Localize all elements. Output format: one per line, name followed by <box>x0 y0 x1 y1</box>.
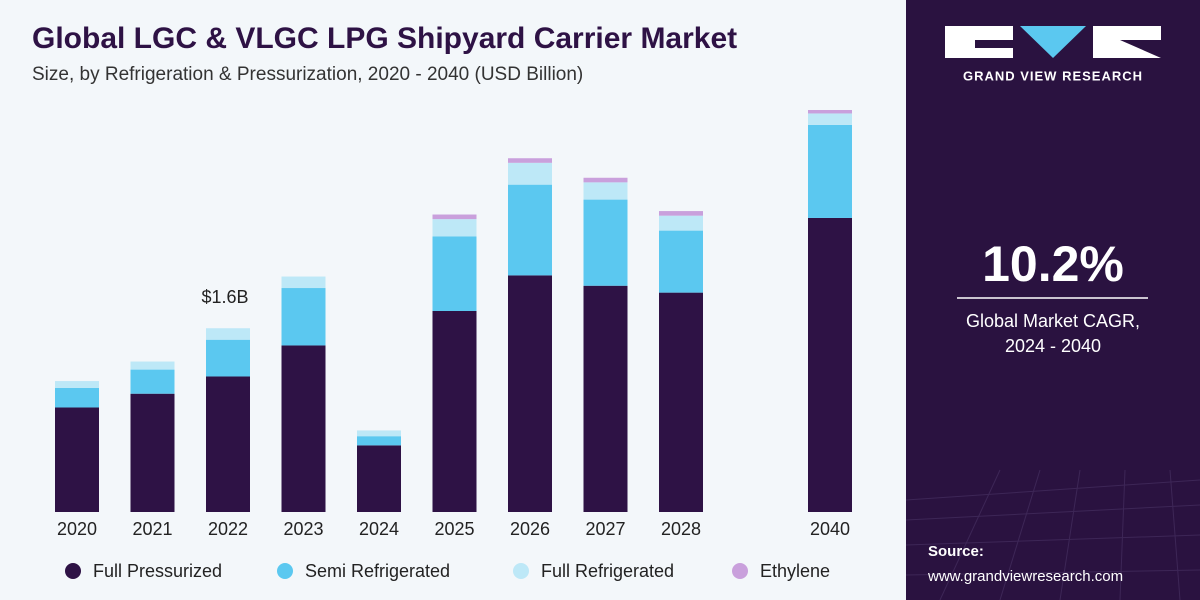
bar-segment <box>432 214 477 220</box>
bar-segment <box>130 393 175 512</box>
bar-segment <box>808 110 852 114</box>
bar-segment <box>206 328 250 340</box>
bar-segment <box>659 211 703 216</box>
legend-label: Semi Refrigerated <box>305 561 450 581</box>
x-tick-label: 2021 <box>132 519 172 539</box>
x-tick-label: 2020 <box>57 519 97 539</box>
bar-segment <box>508 158 552 163</box>
bar-segment <box>357 445 401 512</box>
bar-segment <box>808 124 852 218</box>
logo <box>945 26 1161 58</box>
bar-segment <box>432 219 477 237</box>
total-label: $1.6B <box>201 287 248 307</box>
bar-segment <box>130 361 175 370</box>
legend-marker <box>513 563 529 579</box>
source-title: Source: <box>928 543 984 560</box>
bar-segment <box>508 275 552 512</box>
bar-segment <box>583 199 628 286</box>
x-tick-label: 2025 <box>434 519 474 539</box>
brand: GRAND VIEW RESEARCH <box>963 68 1143 83</box>
bar-segment <box>130 369 175 394</box>
x-tick-label: 2024 <box>359 519 399 539</box>
bar-segment <box>281 288 326 346</box>
legend-marker <box>65 563 81 579</box>
bar-segment <box>659 292 703 512</box>
cagr-text: Global Market CAGR, <box>966 311 1140 331</box>
bar-segment <box>583 285 628 512</box>
cagr-text: 2024 - 2040 <box>1005 336 1101 356</box>
bar-segment <box>281 345 326 512</box>
bar-segment <box>206 339 250 377</box>
bar-segment <box>808 217 852 513</box>
legend-marker <box>732 563 748 579</box>
side-panel <box>906 0 1200 600</box>
panel-grid <box>905 469 1200 600</box>
x-tick-label: 2040 <box>810 519 850 539</box>
bar-segment <box>659 230 703 293</box>
legend-marker <box>277 563 293 579</box>
legend-label: Full Refrigerated <box>541 561 674 581</box>
bar-segment <box>583 182 628 200</box>
bar-segment <box>432 236 477 311</box>
bar-segment <box>55 381 99 388</box>
bar-segment <box>55 387 99 408</box>
bar-segment <box>281 276 326 289</box>
bar-segment <box>432 311 477 512</box>
bar-segment <box>206 376 250 512</box>
bar-segment <box>583 177 628 183</box>
bar-segment <box>508 162 552 185</box>
cagr-value: 10.2% <box>982 236 1124 292</box>
legend-label: Ethylene <box>760 561 830 581</box>
chart-subtitle: Size, by Refrigeration & Pressurization,… <box>32 64 583 85</box>
x-tick-label: 2023 <box>283 519 323 539</box>
x-tick-label: 2027 <box>585 519 625 539</box>
bar-segment <box>659 215 703 231</box>
source-url: www.grandviewresearch.com <box>927 568 1123 585</box>
bar-segment <box>808 113 852 125</box>
legend-label: Full Pressurized <box>93 561 222 581</box>
bar-segment <box>357 436 401 446</box>
bar-segment <box>55 407 99 512</box>
x-tick-label: 2022 <box>208 519 248 539</box>
x-tick-label: 2026 <box>510 519 550 539</box>
x-tick-label: 2028 <box>661 519 701 539</box>
bar-segment <box>508 184 552 276</box>
chart-title: Global LGC & VLGC LPG Shipyard Carrier M… <box>32 22 737 55</box>
bar-segment <box>357 430 401 437</box>
